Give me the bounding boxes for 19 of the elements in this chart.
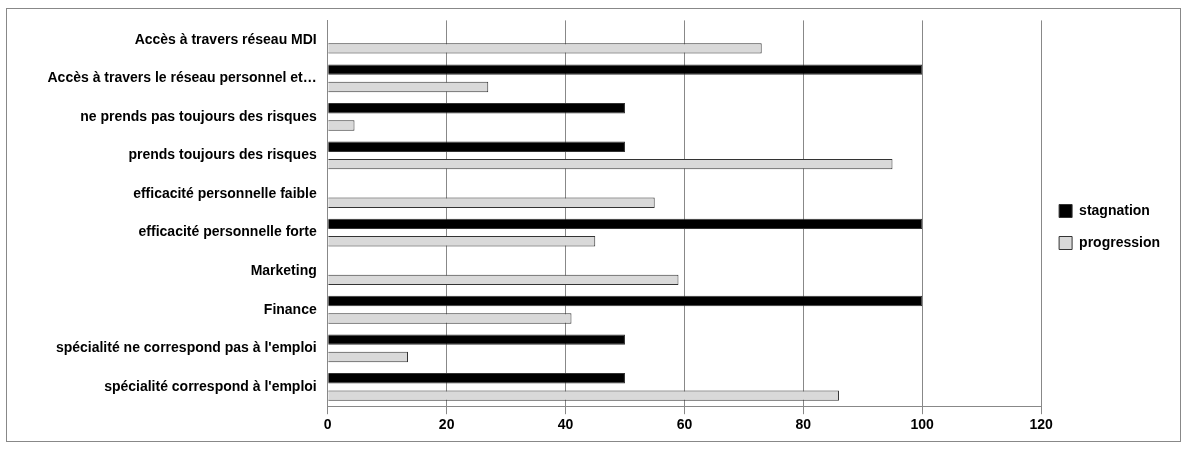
y-tick-label: spécialité ne correspond pas à l'emploi xyxy=(55,339,317,356)
x-tick-label: 20 xyxy=(438,416,455,433)
y-tick-label: efficacité personnelle faible xyxy=(133,184,317,201)
y-tick-label: Marketing xyxy=(250,262,317,279)
x-tick-label: 80 xyxy=(795,416,812,433)
y-tick-label: Accès à travers réseau MDI xyxy=(134,30,317,47)
y-tick-label: Accès à travers le réseau personnel et… xyxy=(47,69,317,86)
x-tick-label: 100 xyxy=(910,416,935,433)
y-tick-label: ne prends pas toujours des risques xyxy=(80,107,317,124)
x-tick-label: 60 xyxy=(676,416,693,433)
x-tick-label: 120 xyxy=(1029,416,1053,433)
x-tick-label: 40 xyxy=(557,416,574,433)
y-tick-label: prends toujours des risques xyxy=(128,146,317,163)
legend-label: progression xyxy=(1079,233,1160,250)
y-tick-label: spécialité correspond à l'emploi xyxy=(104,377,317,394)
x-tick-label: 0 xyxy=(323,416,332,433)
y-tick-label: Finance xyxy=(263,300,317,317)
y-tick-label: efficacité personnelle forte xyxy=(138,223,317,240)
legend-label: stagnation xyxy=(1079,201,1150,218)
